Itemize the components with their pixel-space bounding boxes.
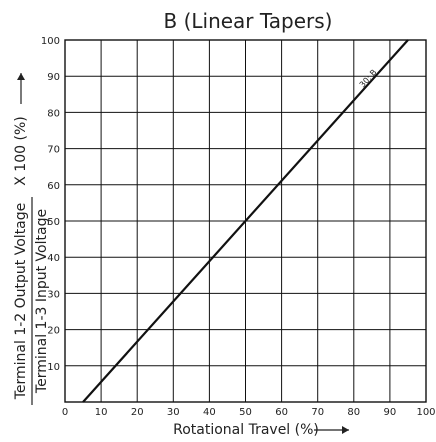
y-tick-label: 30: [47, 289, 60, 300]
x-tick-label: 0: [62, 407, 68, 418]
y-tick-label: 70: [47, 145, 60, 156]
x-tick-label: 70: [311, 407, 324, 418]
x-tick-labels: 0 10 20 30 40 50 60 70 80 90 100: [62, 407, 436, 418]
x-tick-label: 40: [203, 407, 216, 418]
y-tick-label: 80: [47, 108, 60, 119]
x-tick-label: 100: [416, 407, 435, 418]
series-line: [82, 39, 409, 403]
x-tick-label: 60: [275, 407, 288, 418]
x-tick-label: 20: [131, 407, 144, 418]
x-axis-label: Rotational Travel (%): [173, 422, 319, 438]
y-tick-label: 50: [47, 217, 60, 228]
x-axis-arrow-head: [342, 426, 349, 434]
x-tick-label: 10: [95, 407, 108, 418]
y-axis-label-bottom: Terminal 1-3 Input Voltage: [34, 209, 50, 394]
x-tick-label: 90: [384, 407, 397, 418]
plot-frame: [64, 39, 427, 403]
y-axis-arrow-head: [17, 73, 25, 80]
x-tick-label: 30: [167, 407, 180, 418]
y-tick-labels: 10 20 30 40 50 60 70 80 90 100: [41, 36, 60, 373]
y-axis-label-top: Terminal 1-2 Output Voltage: [13, 203, 29, 401]
y-tick-label: 60: [47, 181, 60, 192]
y-axis-title: Terminal 1-2 Output Voltage Terminal 1-3…: [13, 73, 50, 405]
x-axis-title: Rotational Travel (%): [173, 422, 349, 438]
x-tick-label: 50: [239, 407, 252, 418]
chart-title: B (Linear Tapers): [163, 9, 332, 33]
series-label: 30: B: [358, 68, 379, 90]
y-axis-label-suffix: X 100 (%): [13, 116, 29, 185]
y-tick-label: 100: [41, 36, 60, 47]
x-tick-label: 80: [347, 407, 360, 418]
y-tick-label: 20: [47, 326, 60, 337]
y-tick-label: 40: [47, 253, 60, 264]
y-tick-label: 10: [47, 362, 60, 373]
y-tick-label: 90: [47, 72, 60, 83]
